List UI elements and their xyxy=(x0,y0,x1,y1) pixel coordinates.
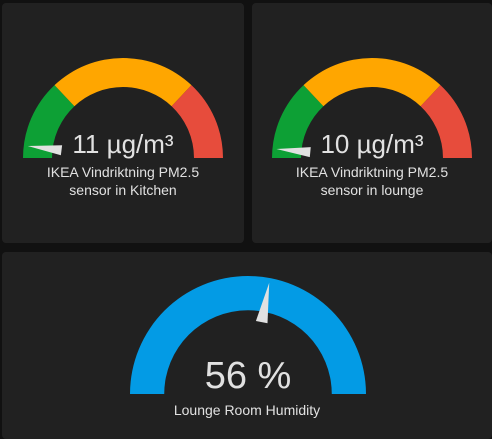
gauge-name-line1: Lounge Room Humidity xyxy=(173,402,321,418)
gauge-value: 11 µg/m³ xyxy=(72,129,174,159)
gauge-card-kitchen[interactable]: 11 µg/m³ IKEA Vindriktning PM2.5 sensor … xyxy=(2,3,244,243)
gauge-name-line1: IKEA Vindriktning PM2.5 xyxy=(46,164,200,180)
gauge-name-line2: sensor in Kitchen xyxy=(69,182,177,198)
gauge-name-line1: IKEA Vindriktning PM2.5 xyxy=(295,164,449,180)
pm25-gauge-kitchen xyxy=(23,58,223,158)
gauge-name: Lounge Room Humidity xyxy=(112,401,382,419)
gauge-card-lounge[interactable]: 10 µg/m³ IKEA Vindriktning PM2.5 sensor … xyxy=(252,3,492,243)
gauge-arc-red xyxy=(171,85,223,158)
gauge-card-humidity[interactable]: 56 % Lounge Room Humidity xyxy=(2,252,492,439)
gauge-arc-red xyxy=(420,85,472,158)
humidity-gauge xyxy=(130,276,366,394)
gauge-arc-yellow xyxy=(303,58,441,107)
gauge-needle xyxy=(27,145,63,156)
gauge-name: IKEA Vindriktning PM2.5 sensor in lounge xyxy=(261,163,483,199)
gauge-arc-green xyxy=(23,85,75,158)
pm25-gauge-lounge xyxy=(272,58,472,158)
gauge-name-line2: sensor in lounge xyxy=(320,182,424,198)
gauge-name: IKEA Vindriktning PM2.5 sensor in Kitche… xyxy=(12,163,234,199)
gauge-needle xyxy=(255,282,270,324)
gauge-arc-value xyxy=(130,276,366,394)
gauge-arc-green xyxy=(272,85,324,158)
gauge-needle xyxy=(276,147,311,158)
gauge-value: 10 µg/m³ xyxy=(320,129,424,159)
gauge-arc-yellow xyxy=(54,58,192,107)
gauge-value: 56 % xyxy=(204,355,292,397)
